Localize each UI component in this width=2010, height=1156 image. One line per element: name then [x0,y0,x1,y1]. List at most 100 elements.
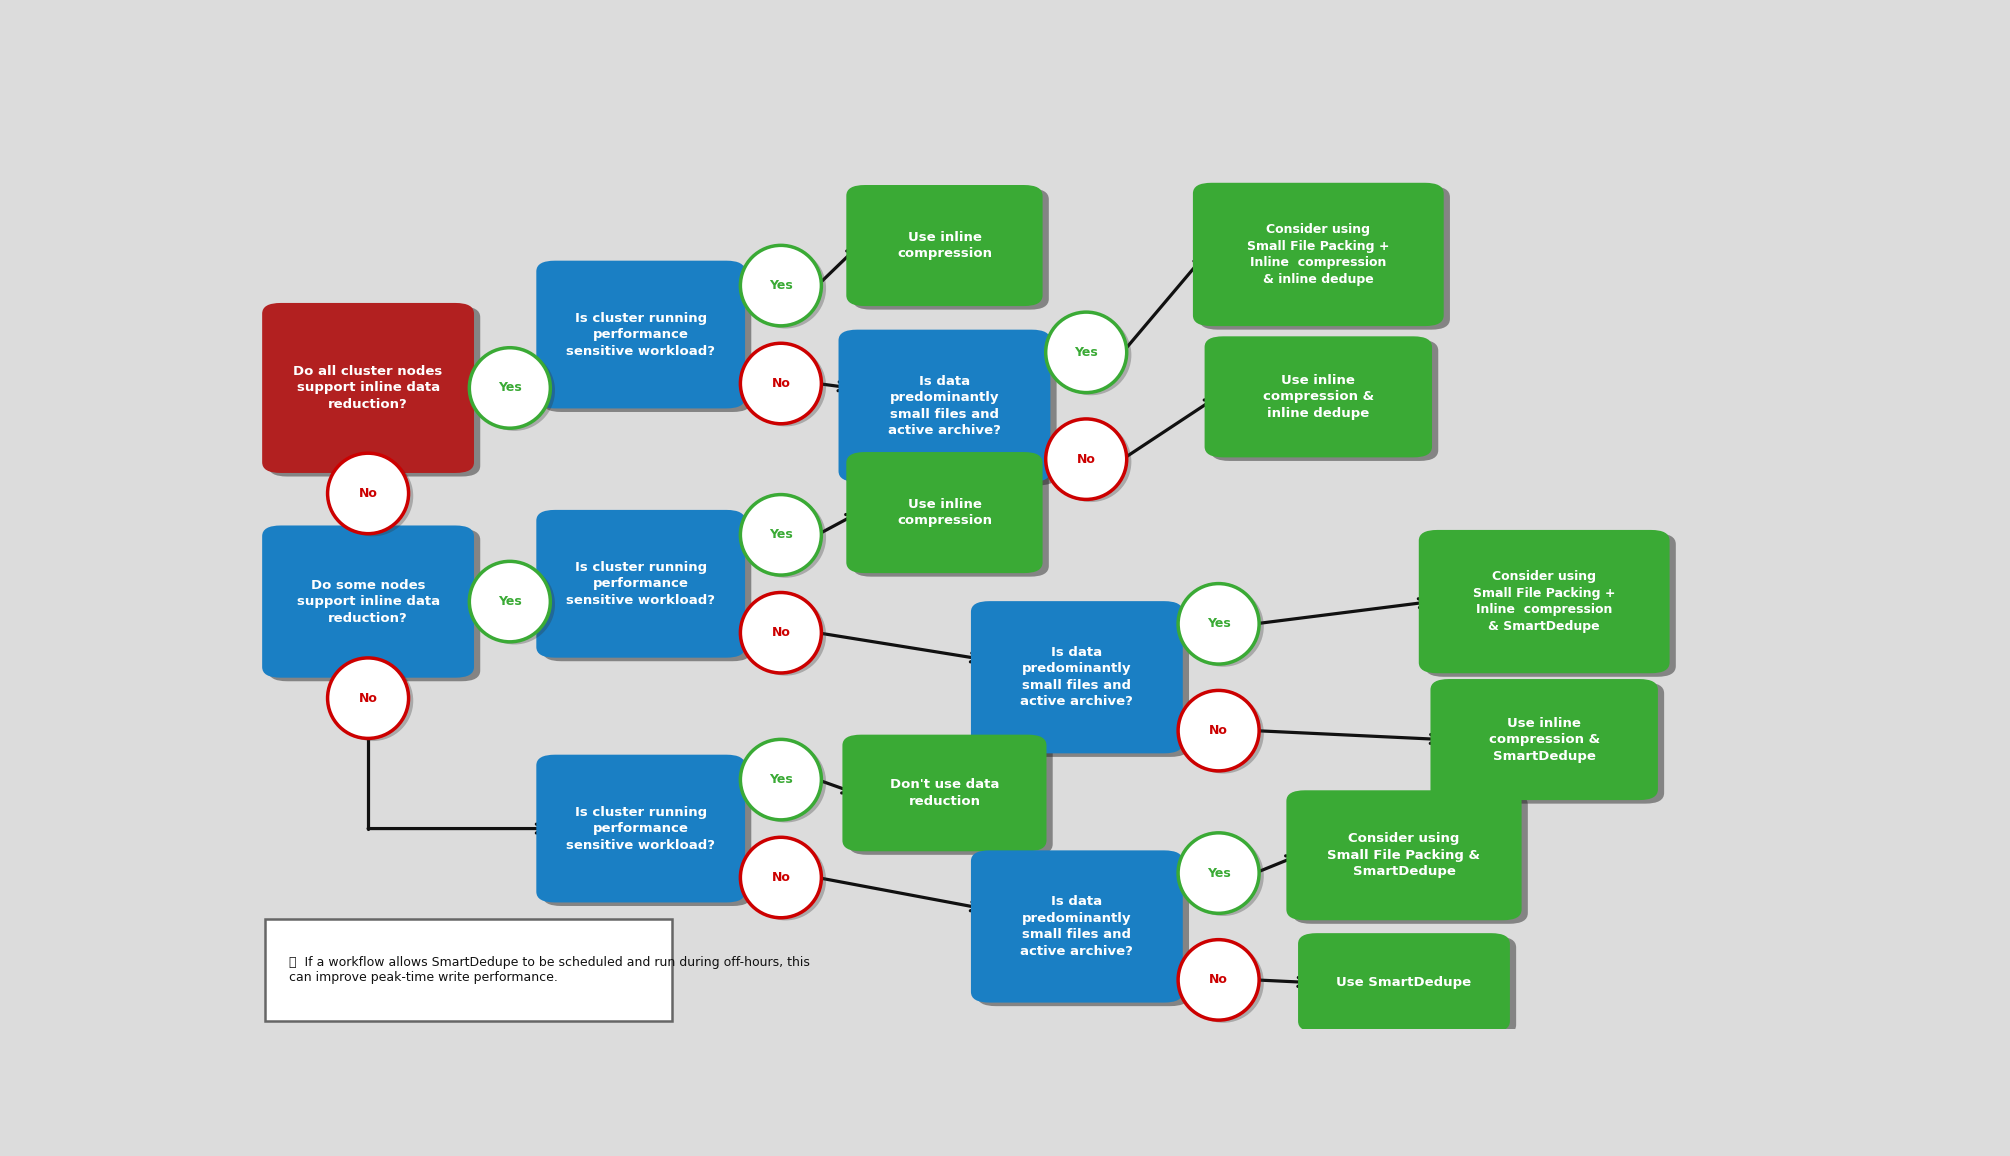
Text: Yes: Yes [770,528,792,541]
Ellipse shape [746,742,826,823]
FancyBboxPatch shape [1431,679,1658,800]
FancyBboxPatch shape [537,755,746,903]
FancyBboxPatch shape [838,329,1051,482]
Ellipse shape [746,595,826,675]
FancyBboxPatch shape [261,526,474,677]
FancyBboxPatch shape [543,265,752,412]
Ellipse shape [332,455,414,536]
Text: Is data
predominantly
small files and
active archive?: Is data predominantly small files and ac… [888,375,1001,437]
Ellipse shape [1178,584,1258,664]
FancyBboxPatch shape [537,510,746,658]
FancyBboxPatch shape [1286,791,1522,920]
Text: Do some nodes
support inline data
reduction?: Do some nodes support inline data reduct… [297,579,440,624]
Ellipse shape [1182,586,1264,667]
Ellipse shape [1045,312,1128,393]
Ellipse shape [740,343,822,424]
Text: No: No [1210,724,1228,738]
FancyBboxPatch shape [543,513,752,661]
FancyBboxPatch shape [977,854,1190,1006]
Ellipse shape [1182,694,1264,773]
Ellipse shape [1178,832,1258,913]
Text: Do all cluster nodes
support inline data
reduction?: Do all cluster nodes support inline data… [293,365,442,410]
Ellipse shape [740,495,822,575]
Ellipse shape [1051,422,1132,502]
FancyBboxPatch shape [852,188,1049,310]
Text: No: No [772,377,790,390]
Ellipse shape [1045,418,1128,499]
Text: Yes: Yes [1073,346,1097,358]
Ellipse shape [1178,940,1258,1020]
Ellipse shape [474,564,555,645]
Text: Is cluster running
performance
sensitive workload?: Is cluster running performance sensitive… [567,561,716,607]
Text: No: No [772,627,790,639]
Ellipse shape [470,562,551,642]
Text: Use inline
compression: Use inline compression [896,498,993,527]
Text: No: No [358,691,378,705]
Text: Is data
predominantly
small files and
active archive?: Is data predominantly small files and ac… [1021,895,1134,957]
Text: ⓘ  If a workflow allows SmartDedupe to be scheduled and run during off-hours, th: ⓘ If a workflow allows SmartDedupe to be… [289,956,810,984]
Text: Use inline
compression &
inline dedupe: Use inline compression & inline dedupe [1262,373,1375,420]
FancyBboxPatch shape [842,735,1047,851]
FancyBboxPatch shape [1204,336,1431,458]
Ellipse shape [1178,690,1258,771]
Ellipse shape [740,593,822,673]
FancyBboxPatch shape [1192,183,1443,326]
FancyBboxPatch shape [844,333,1057,486]
Ellipse shape [740,245,822,326]
Ellipse shape [746,840,826,920]
Text: Yes: Yes [498,381,523,394]
Text: Use inline
compression: Use inline compression [896,231,993,260]
Ellipse shape [332,660,414,741]
Ellipse shape [1182,836,1264,916]
Text: Consider using
Small File Packing +
Inline  compression
& inline dedupe: Consider using Small File Packing + Inli… [1246,223,1389,286]
FancyBboxPatch shape [1437,682,1664,803]
Ellipse shape [746,249,826,328]
Text: Consider using
Small File Packing &
SmartDedupe: Consider using Small File Packing & Smar… [1327,832,1481,879]
Text: Use SmartDedupe: Use SmartDedupe [1337,976,1471,990]
FancyBboxPatch shape [261,303,474,473]
Text: Yes: Yes [770,279,792,292]
Text: Is cluster running
performance
sensitive workload?: Is cluster running performance sensitive… [567,312,716,357]
FancyBboxPatch shape [537,260,746,408]
FancyBboxPatch shape [977,605,1190,757]
Text: No: No [772,870,790,884]
Text: Is data
predominantly
small files and
active archive?: Is data predominantly small files and ac… [1021,646,1134,709]
FancyBboxPatch shape [971,601,1182,754]
FancyBboxPatch shape [848,739,1053,854]
Text: Yes: Yes [1206,617,1230,630]
FancyBboxPatch shape [269,529,480,681]
Ellipse shape [740,740,822,820]
Ellipse shape [746,346,826,427]
FancyBboxPatch shape [846,185,1043,306]
Text: No: No [1077,453,1095,466]
FancyBboxPatch shape [852,455,1049,577]
FancyBboxPatch shape [1292,794,1528,924]
FancyBboxPatch shape [543,758,752,906]
FancyBboxPatch shape [1304,936,1516,1036]
Text: Consider using
Small File Packing +
Inline  compression
& SmartDedupe: Consider using Small File Packing + Inli… [1473,570,1616,632]
Text: Yes: Yes [498,595,523,608]
Ellipse shape [1182,942,1264,1023]
FancyBboxPatch shape [846,452,1043,573]
FancyBboxPatch shape [1425,533,1676,676]
Ellipse shape [474,350,555,431]
FancyBboxPatch shape [1419,529,1670,673]
Ellipse shape [470,348,551,428]
FancyBboxPatch shape [265,919,671,1021]
Text: No: No [358,487,378,499]
FancyBboxPatch shape [1200,186,1449,329]
Ellipse shape [746,497,826,578]
Ellipse shape [1051,314,1132,395]
Text: Use inline
compression &
SmartDedupe: Use inline compression & SmartDedupe [1489,717,1600,763]
Text: Is cluster running
performance
sensitive workload?: Is cluster running performance sensitive… [567,806,716,852]
FancyBboxPatch shape [971,851,1182,1002]
Text: Yes: Yes [770,773,792,786]
FancyBboxPatch shape [1298,933,1510,1032]
Text: Don't use data
reduction: Don't use data reduction [890,778,999,808]
Text: No: No [1210,973,1228,986]
Ellipse shape [740,837,822,918]
FancyBboxPatch shape [269,306,480,476]
FancyBboxPatch shape [1210,340,1439,461]
Text: Yes: Yes [1206,867,1230,880]
Ellipse shape [328,658,408,739]
